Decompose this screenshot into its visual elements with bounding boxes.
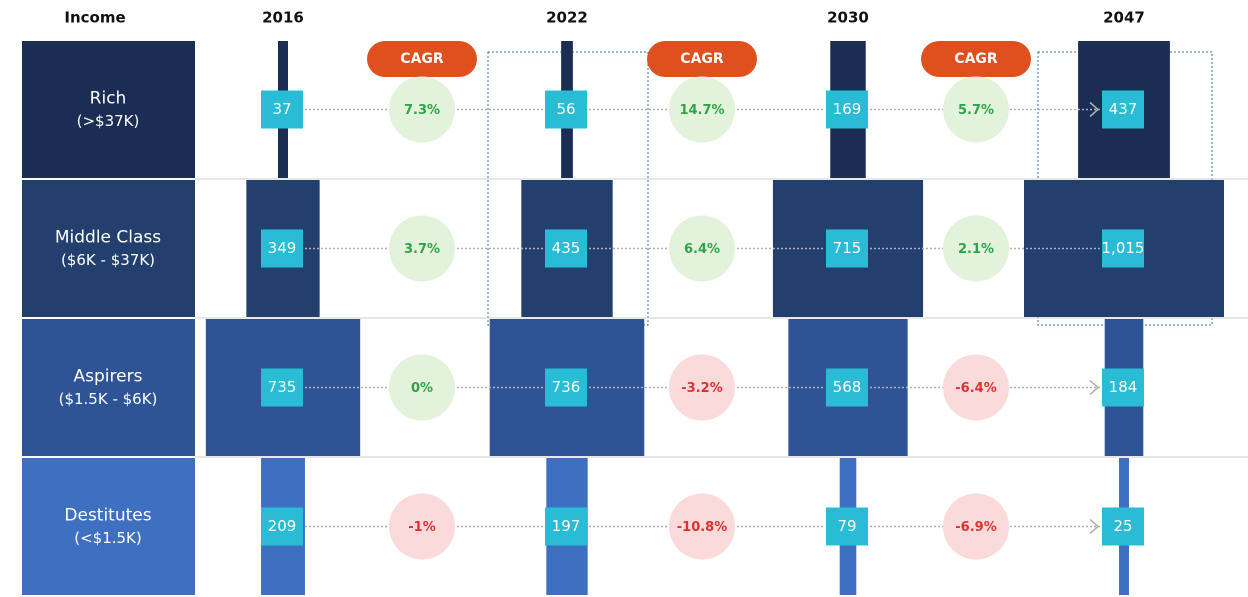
year-label: 2016 [262,9,304,27]
cagr-circle [943,215,1009,282]
row-range: ($1.5K - $6K) [59,390,158,408]
cagr-value: 5.7% [958,103,994,118]
year-label: 2030 [827,9,869,27]
cagr-value: 0% [411,381,433,396]
value-box [261,507,303,546]
cagr-title: CAGR [680,51,724,67]
cagr-circle [669,354,735,421]
row-range: (>$37K) [77,112,140,130]
cagr-circle [389,493,455,560]
cagr-value: 2.1% [958,242,994,257]
value-label: 169 [833,100,862,118]
value-label: 1,015 [1102,239,1145,257]
value-label: 56 [556,100,575,118]
cagr-value: -1% [408,520,435,535]
cagr-value: -3.2% [681,381,722,396]
year-label: 2022 [546,9,588,27]
cagr-circle [943,493,1009,560]
arrowhead [1089,379,1100,396]
value-label: 209 [268,517,297,535]
row-name: Middle Class [55,228,161,248]
cagr-title: CAGR [400,51,444,67]
value-label: 568 [833,378,862,396]
value-box [261,368,303,407]
arrowhead [1089,101,1100,118]
value-label: 184 [1109,378,1138,396]
value-box [545,507,587,546]
value-label: 197 [552,517,581,535]
value-box [545,229,587,268]
value-box [826,90,868,129]
cagr-circle [389,215,455,282]
cagr-value: -6.4% [955,381,996,396]
row-label-bg [22,458,195,595]
cagr-circle [943,76,1009,143]
cagr-value: 14.7% [679,103,724,118]
header-label: Income [64,9,125,27]
value-box [545,368,587,407]
row-name: Destitutes [64,506,151,526]
value-label: 735 [268,378,297,396]
value-box [826,368,868,407]
year-label: 2047 [1103,9,1145,27]
value-box [826,507,868,546]
cagr-value: 3.7% [404,242,440,257]
cagr-value: 7.3% [404,103,440,118]
cagr-value: 6.4% [684,242,720,257]
row-label-bg [22,180,195,317]
value-box [826,229,868,268]
value-box [1102,368,1144,407]
value-label: 349 [268,239,297,257]
value-label: 37 [272,100,291,118]
row-name: Aspirers [74,367,143,387]
value-box [261,229,303,268]
cagr-circle [669,493,735,560]
value-box [261,90,303,129]
value-box [1102,90,1144,129]
value-label: 715 [833,239,862,257]
arrowhead [1089,518,1100,535]
cagr-circle [389,354,455,421]
value-box [1102,507,1144,546]
row-range: ($6K - $37K) [61,251,155,269]
cagr-pill [367,41,477,77]
row-label-bg [22,41,195,178]
cagr-title: CAGR [954,51,998,67]
value-box [1102,229,1144,268]
cagr-circle [943,354,1009,421]
value-label: 435 [552,239,581,257]
value-label: 25 [1113,517,1132,535]
value-label: 736 [552,378,581,396]
row-label-bg [22,319,195,456]
cagr-circle [389,76,455,143]
cagr-value: -10.8% [677,520,728,535]
cagr-circle [669,215,735,282]
cagr-pill [921,41,1031,77]
value-box [545,90,587,129]
row-name: Rich [90,89,127,109]
value-label: 437 [1109,100,1138,118]
cagr-circle [669,76,735,143]
cagr-pill [647,41,757,77]
cagr-value: -6.9% [955,520,996,535]
row-range: (<$1.5K) [74,529,142,547]
value-label: 79 [837,517,856,535]
